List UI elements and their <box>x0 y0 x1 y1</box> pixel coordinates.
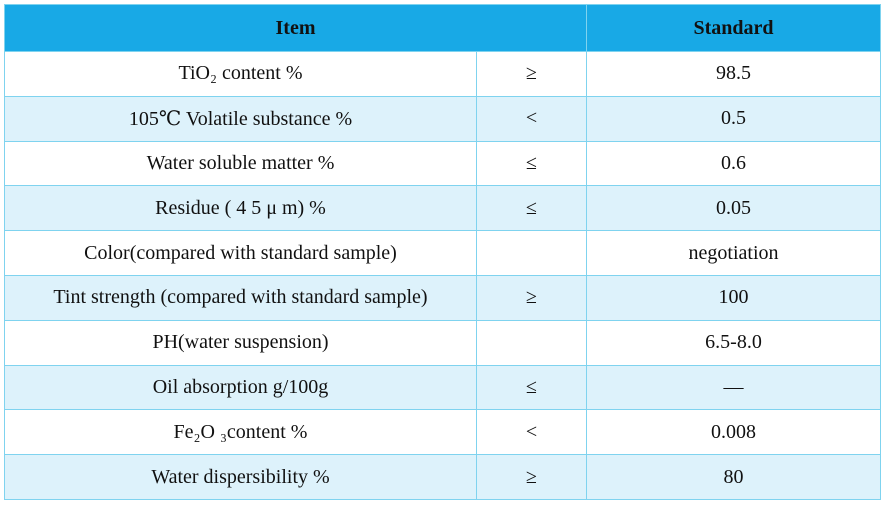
spec-table: Item Standard TiO₂ content % ≥ 98.5 105℃… <box>3 4 882 500</box>
standard-value-cell: — <box>586 364 882 411</box>
header-item: Item <box>3 4 588 52</box>
operator-cell: ≥ <box>475 274 588 321</box>
table-header-row: Item Standard <box>3 4 882 52</box>
item-cell: TiO₂ content % <box>4 51 477 97</box>
standard-value-cell: negotiation <box>586 230 882 276</box>
item-cell: Fe₂O ₃content % <box>4 409 477 456</box>
operator-cell: ≤ <box>475 185 588 232</box>
table-row: Tint strength (compared with standard sa… <box>4 274 882 321</box>
standard-value-cell: 0.008 <box>586 409 882 456</box>
operator-cell: < <box>475 409 588 456</box>
operator-cell: ≤ <box>475 140 588 187</box>
operator-cell <box>475 230 588 276</box>
table-row: 105℃ Volatile substance % < 0.5 <box>4 95 882 142</box>
operator-cell: ≥ <box>475 51 588 97</box>
item-cell: Tint strength (compared with standard sa… <box>4 274 477 321</box>
table-row: Residue ( 4 5 μ m) % ≤ 0.05 <box>4 185 882 232</box>
table-row: TiO₂ content % ≥ 98.5 <box>4 51 882 97</box>
item-cell: PH(water suspension) <box>4 319 477 366</box>
table-row: Water soluble matter % ≤ 0.6 <box>4 140 882 187</box>
operator-cell: ≥ <box>475 454 588 500</box>
standard-value-cell: 80 <box>586 454 882 500</box>
standard-value-cell: 98.5 <box>586 51 882 97</box>
table-row: Oil absorption g/100g ≤ — <box>4 364 882 411</box>
table-row: Fe₂O ₃content % < 0.008 <box>4 409 882 456</box>
item-cell: Residue ( 4 5 μ m) % <box>4 185 477 232</box>
table-row: Water dispersibility % ≥ 80 <box>4 454 882 500</box>
header-standard: Standard <box>586 4 882 52</box>
item-cell: Water dispersibility % <box>4 454 477 500</box>
table-row: Color(compared with standard sample) neg… <box>4 230 882 276</box>
item-cell: Oil absorption g/100g <box>4 364 477 411</box>
operator-cell: < <box>475 95 588 142</box>
item-cell: 105℃ Volatile substance % <box>4 95 477 142</box>
operator-cell <box>475 319 588 366</box>
standard-value-cell: 0.05 <box>586 185 882 232</box>
standard-value-cell: 6.5-8.0 <box>586 319 882 366</box>
spec-table-container: Item Standard TiO₂ content % ≥ 98.5 105℃… <box>3 4 882 500</box>
table-row: PH(water suspension) 6.5-8.0 <box>4 319 882 366</box>
standard-value-cell: 0.5 <box>586 95 882 142</box>
operator-cell: ≤ <box>475 364 588 411</box>
item-cell: Color(compared with standard sample) <box>4 230 477 276</box>
item-cell: Water soluble matter % <box>4 140 477 187</box>
standard-value-cell: 0.6 <box>586 140 882 187</box>
standard-value-cell: 100 <box>586 274 882 321</box>
